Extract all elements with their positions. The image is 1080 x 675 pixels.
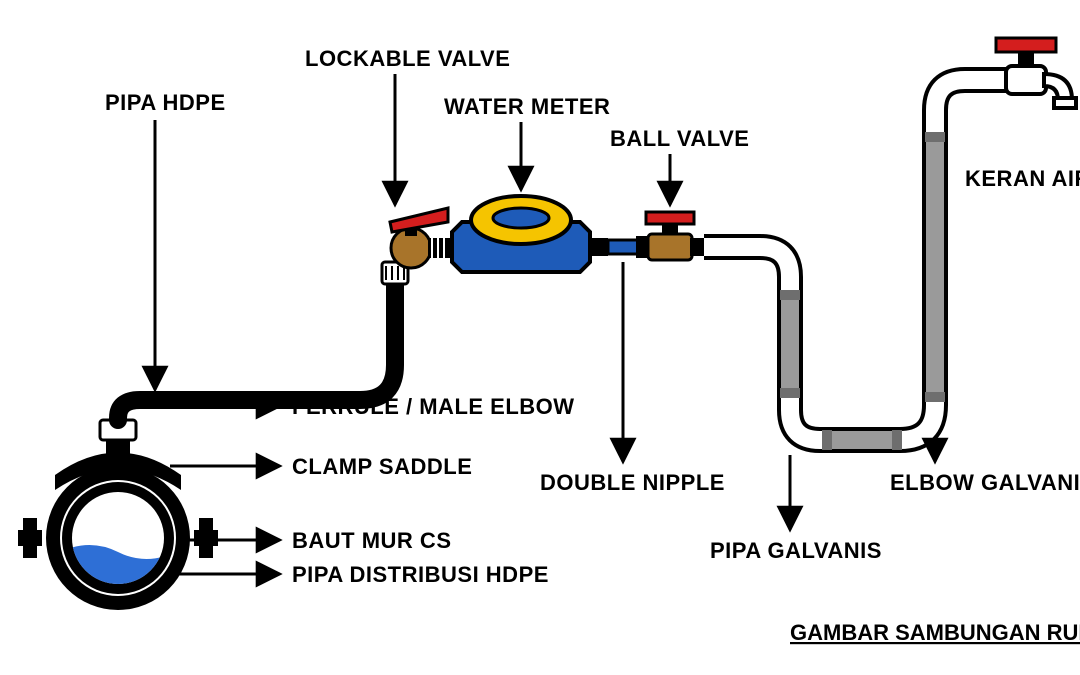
label-ferrule: FERRULE / MALE ELBOW [292, 394, 575, 419]
label-pipa-galvanis: PIPA GALVANIS [710, 538, 882, 563]
label-keran-air: KERAN AIR [965, 166, 1080, 191]
label-elbow-galvanis: ELBOW GALVANIS [890, 470, 1080, 495]
pipa-galvanis-outline [704, 80, 1010, 440]
keran-air-icon [996, 38, 1076, 108]
label-pipa-hdpe: PIPA HDPE [105, 90, 226, 115]
diagram: PIPA HDPE LOCKABLE VALVE WATER METER BAL… [0, 0, 1080, 675]
water-meter-icon [452, 196, 648, 272]
label-clamp-saddle: CLAMP SADDLE [292, 454, 472, 479]
lockable-valve-icon [390, 208, 452, 268]
label-lockable-valve: LOCKABLE VALVE [305, 46, 510, 71]
pipa-distribusi-icon [18, 420, 218, 610]
label-double-nipple: DOUBLE NIPPLE [540, 470, 725, 495]
label-pipa-distribusi: PIPA DISTRIBUSI HDPE [292, 562, 549, 587]
label-ball-valve: BALL VALVE [610, 126, 749, 151]
label-baut-mur: BAUT MUR CS [292, 528, 452, 553]
diagram-title: GAMBAR SAMBUNGAN RUMAH [790, 620, 1080, 645]
label-water-meter: WATER METER [444, 94, 610, 119]
ball-valve-icon [646, 212, 704, 260]
